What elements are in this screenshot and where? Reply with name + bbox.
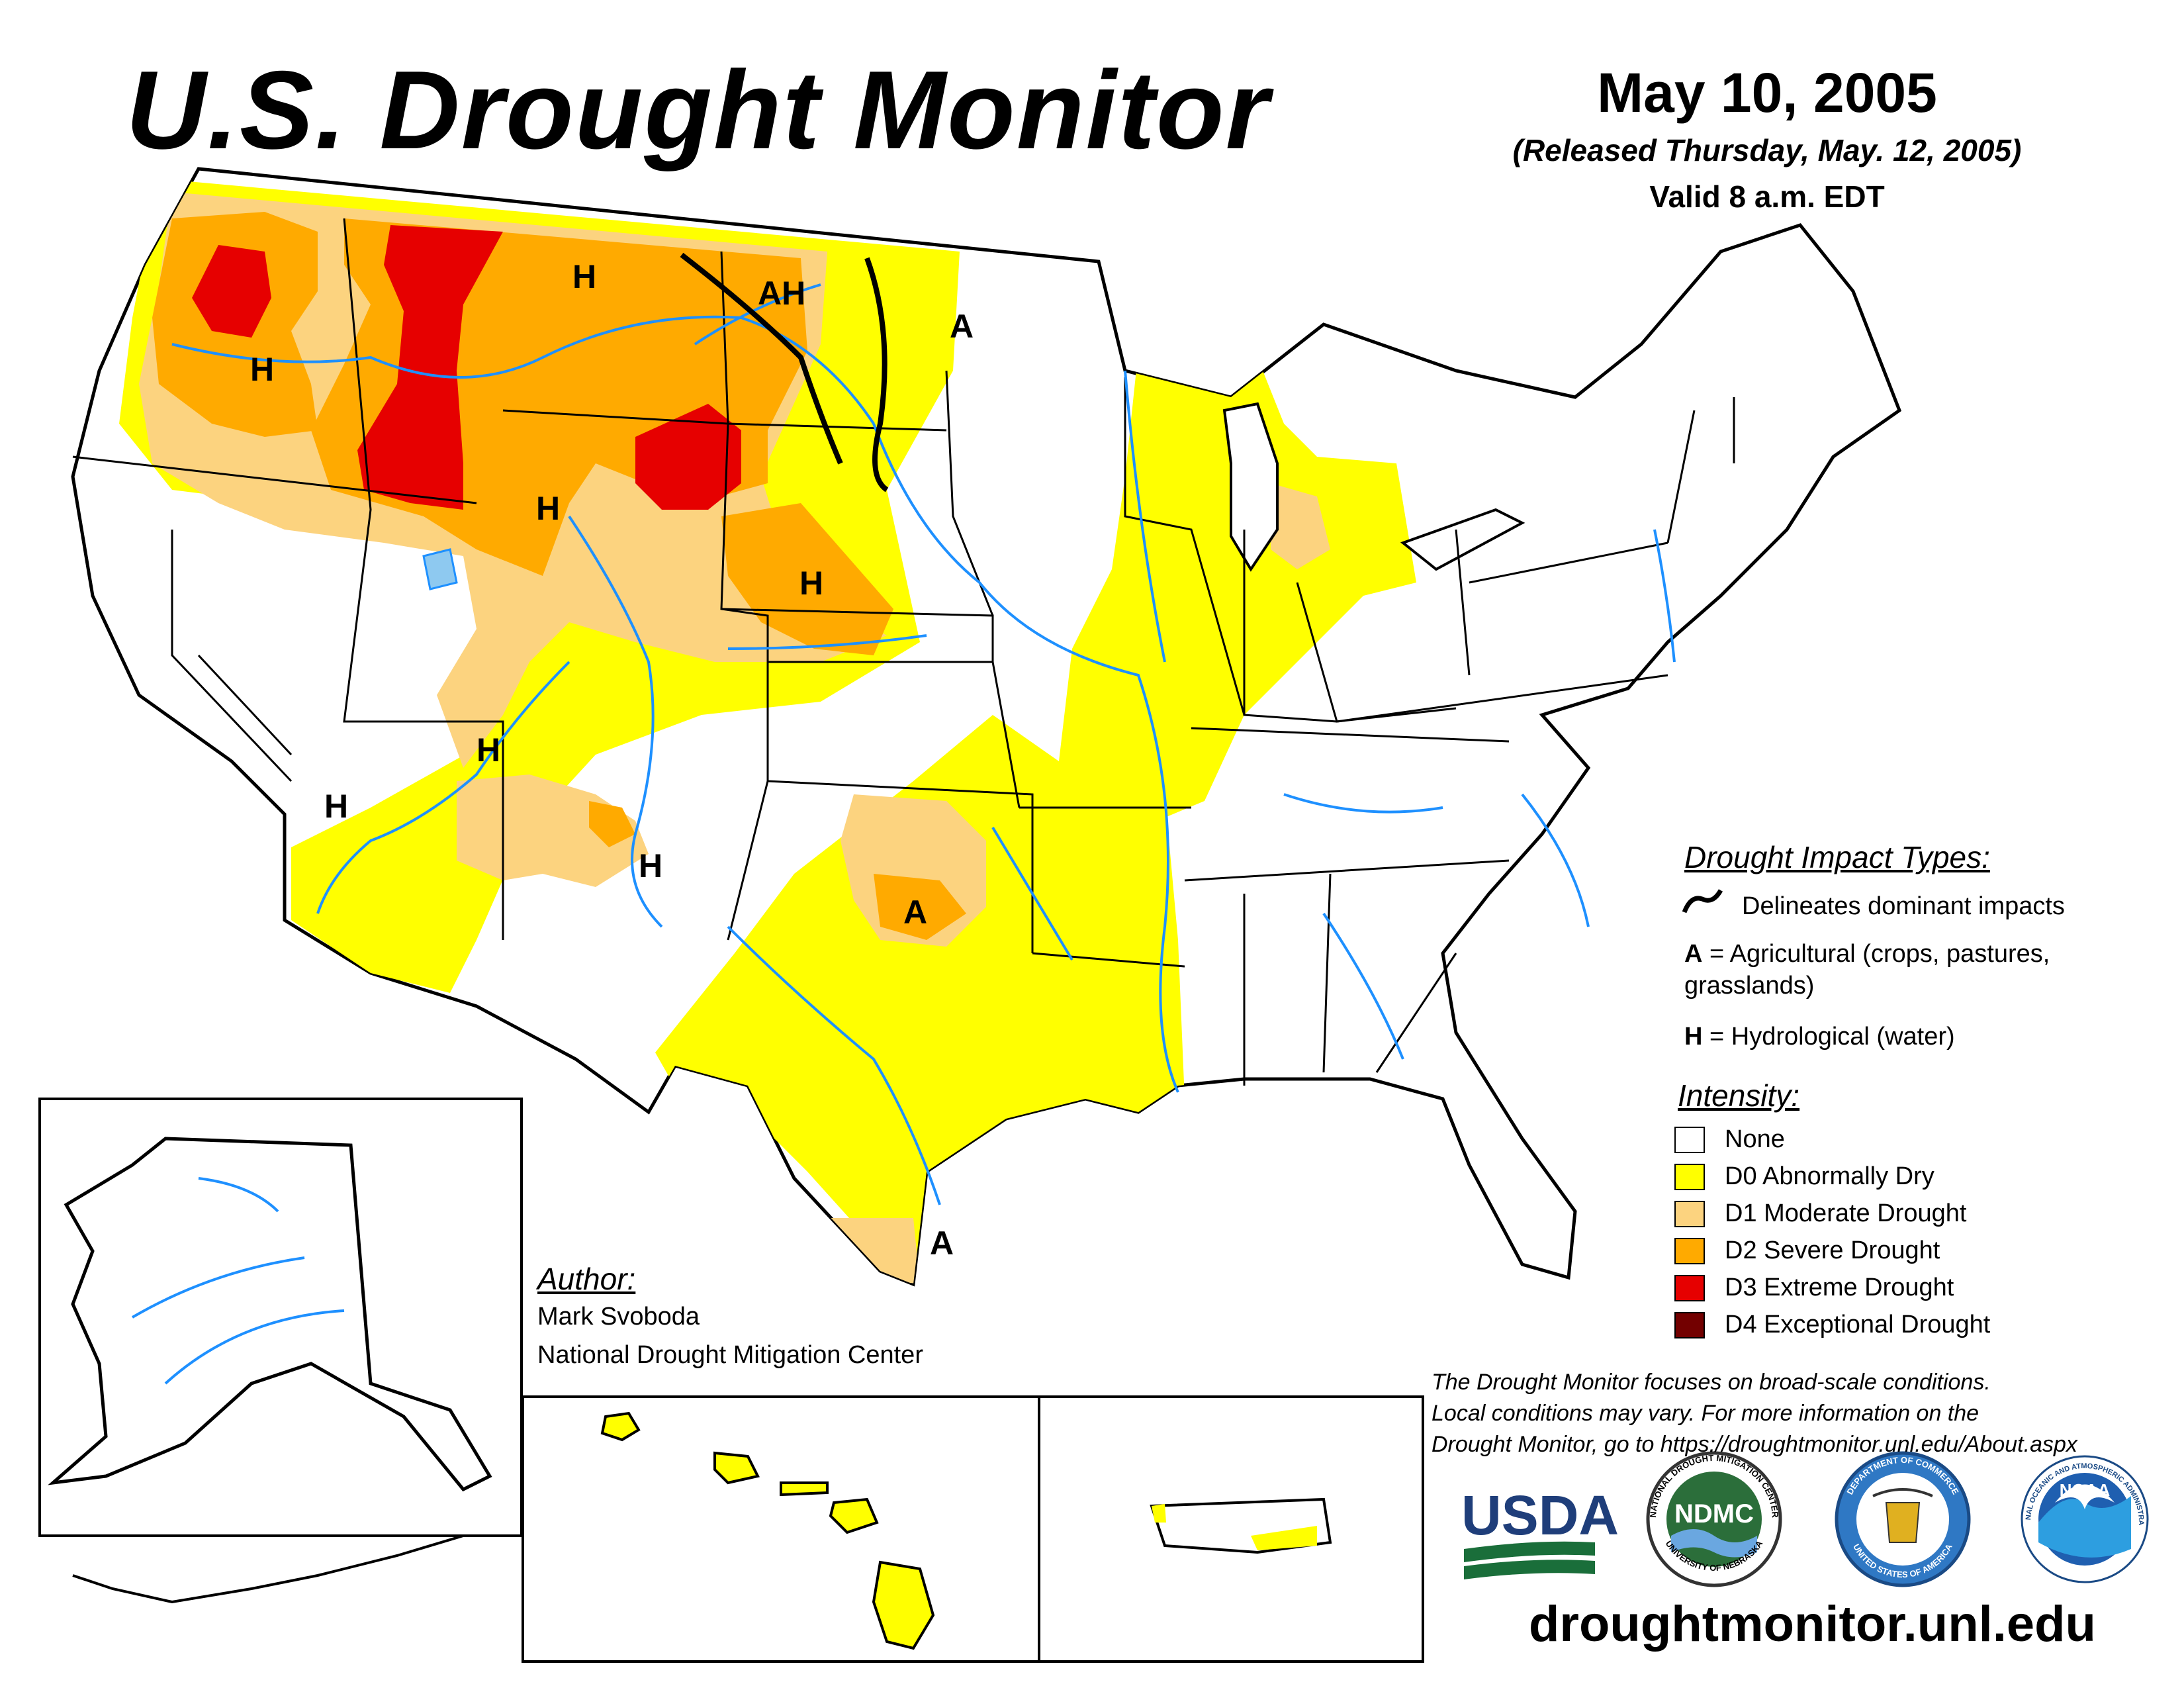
intensity-row-d4: D4 Exceptional Drought <box>1674 1311 1990 1339</box>
hawaii-inset <box>522 1395 1040 1663</box>
delineates-label: Delineates dominant impacts <box>1742 892 2065 920</box>
agricultural-legend: A = Agricultural (crops, pastures, <box>1684 940 2050 968</box>
agricultural-code: A <box>1684 940 1703 968</box>
hydrological-desc: = Hydrological (water) <box>1709 1023 1955 1051</box>
d1-southwest <box>457 774 649 887</box>
delineation-symbol <box>1682 889 1723 914</box>
label-a-minnesota: A <box>950 308 974 345</box>
intensity-label-d4: D4 Exceptional Drought <box>1725 1311 1991 1338</box>
swatch-d1 <box>1674 1200 1705 1227</box>
intensity-label-d1: D1 Moderate Drought <box>1725 1199 1967 1227</box>
disclaimer-line-3: Drought Monitor, go to https://droughtmo… <box>1432 1432 2077 1457</box>
intensity-heading: Intensity: <box>1678 1078 1800 1113</box>
release-note: (Released Thursday, May. 12, 2005) <box>1512 133 2022 167</box>
d3-oregon <box>192 245 271 338</box>
molokai <box>780 1481 829 1497</box>
rivers <box>171 283 1676 1205</box>
alaska-inset <box>38 1098 523 1604</box>
label-a-texas: A <box>930 1225 954 1262</box>
intensity-row-d3: D3 Extreme Drought <box>1674 1274 1954 1302</box>
hydrological-legend: H = Hydrological (water) <box>1684 1023 1955 1051</box>
map-date: May 10, 2005 <box>1597 62 1937 124</box>
swatch-d3 <box>1674 1274 1705 1301</box>
valid-note: Valid 8 a.m. EDT <box>1649 179 1885 214</box>
d1-michigan <box>1271 483 1330 569</box>
intensity-row-d1: D1 Moderate Drought <box>1674 1199 1966 1228</box>
d3-wyoming <box>635 404 741 510</box>
d2-arizona-nm <box>589 801 635 847</box>
d2-oklahoma <box>874 874 966 940</box>
author-heading: Author: <box>537 1262 636 1296</box>
lake-michigan <box>1222 402 1279 572</box>
puerto-rico-inset <box>1038 1395 1424 1663</box>
aleutian-islands <box>72 1534 464 1604</box>
hydrological-code: H <box>1684 1023 1703 1051</box>
oahu <box>713 1451 760 1485</box>
intensity-label-d0: D0 Abnormally Dry <box>1725 1162 1934 1190</box>
lake-erie <box>1400 508 1525 571</box>
state-boundaries <box>72 218 1735 1086</box>
commerce-logo: DEPARTMENT OF COMMERCE UNITED STATES OF … <box>1835 1451 1971 1587</box>
intensity-label-d2: D2 Severe Drought <box>1725 1237 1940 1264</box>
intensity-label-d3: D3 Extreme Drought <box>1725 1274 1954 1301</box>
alaska-rivers <box>131 1177 345 1385</box>
label-h-utah: H <box>477 731 500 769</box>
conus-map <box>71 167 1902 1287</box>
impact-types-heading: Drought Impact Types: <box>1684 840 1990 874</box>
d1-south-texas <box>827 1218 920 1284</box>
swatch-d2 <box>1674 1237 1705 1264</box>
ndmc-logo-text: NDMC <box>1674 1499 1754 1528</box>
label-a-oklahoma: A <box>903 894 927 931</box>
map-title: U.S. Drought Monitor <box>126 48 1271 172</box>
disclaimer-line-1: The Drought Monitor focuses on broad-sca… <box>1432 1370 1991 1395</box>
intensity-row-none: None <box>1674 1125 1785 1154</box>
impact-delineation-lines <box>680 252 889 492</box>
puerto-rico-d0-west <box>1152 1504 1166 1523</box>
intensity-label-none: None <box>1725 1125 1785 1153</box>
label-h-nebraska: H <box>799 565 823 602</box>
hawaii-frame <box>522 1395 1040 1663</box>
great-salt-lake <box>422 548 458 590</box>
disclaimer-line-2: Local conditions may vary. For more info… <box>1432 1401 1979 1426</box>
noaa-logo-text: NOAA <box>2060 1480 2111 1500</box>
alaska-land <box>48 1137 492 1492</box>
label-ah-northdakota: AH <box>758 275 805 312</box>
ndmc-logo: NDMC NATIONAL DROUGHT MITIGATION CENTER … <box>1646 1451 1782 1587</box>
puerto-rico-d0 <box>1251 1526 1317 1550</box>
intensity-row-d2: D2 Severe Drought <box>1674 1237 1940 1265</box>
disclaimer: The Drought Monitor focuses on broad-sca… <box>1432 1367 2153 1460</box>
kauai <box>600 1411 641 1442</box>
label-h-newmexico: H <box>639 847 662 884</box>
d3-idaho-montana <box>357 225 503 510</box>
maui <box>829 1497 879 1534</box>
label-h-nevada: H <box>324 788 348 825</box>
agricultural-desc-2: grasslands) <box>1684 972 1815 1000</box>
d2-nebraska-colorado <box>721 503 893 655</box>
label-h-wyoming: H <box>536 490 560 527</box>
intensity-row-d0: D0 Abnormally Dry <box>1674 1162 1934 1191</box>
big-island <box>872 1560 935 1650</box>
label-h-oregon: H <box>250 351 274 388</box>
swatch-d0 <box>1674 1163 1705 1190</box>
d0-south-central <box>655 715 1185 1258</box>
swatch-d4 <box>1674 1311 1705 1338</box>
agricultural-desc: = Agricultural (crops, pastures, <box>1709 940 2050 968</box>
usda-logo: USDA <box>1461 1484 1619 1579</box>
website-url[interactable]: droughtmonitor.unl.edu <box>1529 1596 2096 1652</box>
author-name: Mark Svoboda <box>537 1303 700 1331</box>
usda-logo-text: USDA <box>1461 1484 1619 1546</box>
author-org: National Drought Mitigation Center <box>537 1341 923 1369</box>
swatch-none <box>1674 1126 1705 1153</box>
label-h-montana: H <box>572 258 596 295</box>
